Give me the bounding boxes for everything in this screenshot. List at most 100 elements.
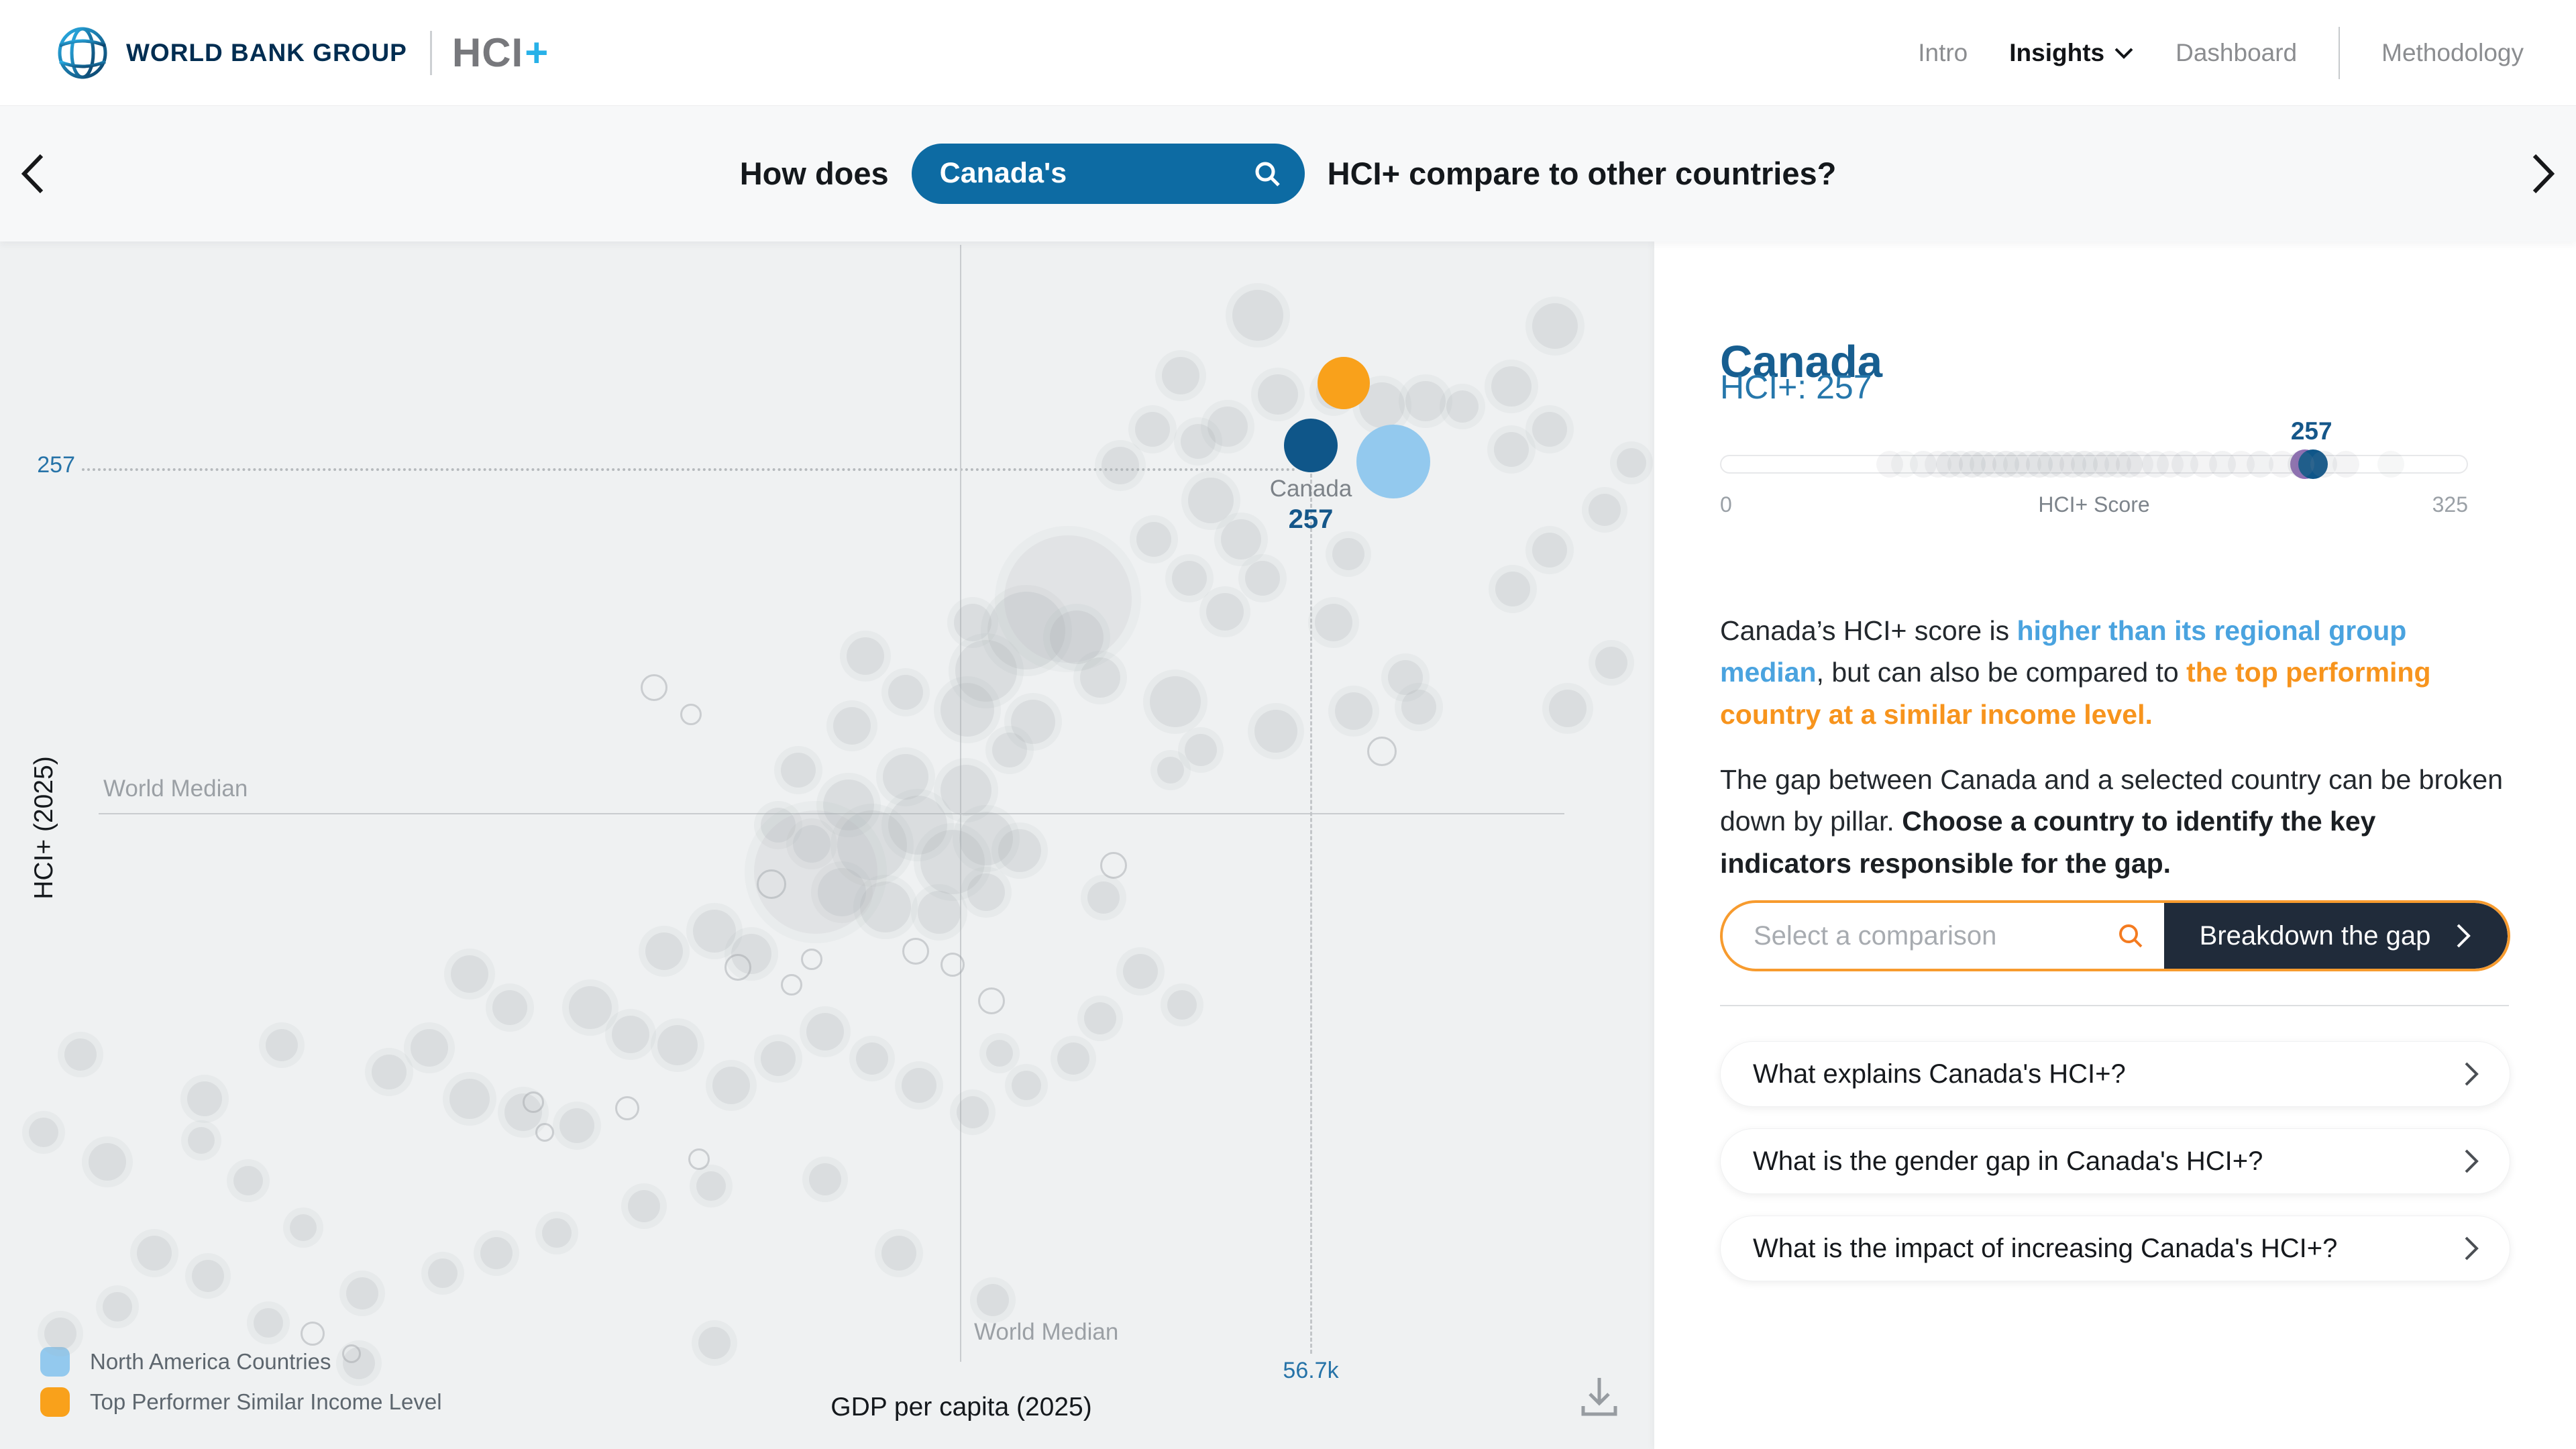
scatter-point[interactable] <box>1188 478 1234 523</box>
scatter-point[interactable] <box>1589 494 1621 526</box>
scatter-point[interactable] <box>1136 522 1171 557</box>
scatter-point[interactable] <box>187 1081 222 1116</box>
scatter-ring-point[interactable] <box>757 869 786 899</box>
scatter-point[interactable] <box>1388 660 1423 695</box>
scatter-point[interactable] <box>1057 1042 1089 1075</box>
scatter-point[interactable] <box>888 675 923 710</box>
scatter-point[interactable] <box>806 1013 844 1051</box>
scatter-point[interactable] <box>1102 447 1139 484</box>
scatter-point[interactable] <box>569 986 612 1029</box>
scatter-ring-point[interactable] <box>1367 737 1397 766</box>
comparison-search-input[interactable] <box>1752 920 2116 952</box>
scatter-point[interactable] <box>856 1042 888 1075</box>
question-card-impact[interactable]: What is the impact of increasing Canada'… <box>1720 1216 2510 1281</box>
scatter-point[interactable] <box>1135 412 1170 447</box>
scatter-point[interactable] <box>1494 432 1529 467</box>
scatter-ring-point[interactable] <box>680 704 702 725</box>
scatter-point[interactable] <box>1084 1002 1116 1034</box>
scatter-ring-point[interactable] <box>978 987 1005 1014</box>
scatter-ring-point[interactable] <box>801 949 822 970</box>
p1-regional-median-link[interactable]: higher than its regional group median <box>1720 615 2407 688</box>
scatter-point[interactable] <box>793 825 830 863</box>
scatter-point[interactable] <box>1208 407 1248 447</box>
scatter-point[interactable] <box>1123 954 1158 989</box>
scatter-point[interactable] <box>1206 593 1244 631</box>
scatter-point[interactable] <box>612 1016 649 1053</box>
scatter-point[interactable] <box>883 754 928 800</box>
scatter-point[interactable] <box>693 910 736 953</box>
search-icon-orange[interactable] <box>2116 921 2145 951</box>
scatter-point[interactable] <box>137 1236 172 1271</box>
country-selector-pill[interactable]: Canada's <box>911 143 1305 204</box>
scatter-point[interactable] <box>1254 710 1297 753</box>
scatter-ring-point[interactable] <box>781 974 802 996</box>
scatter-point[interactable] <box>1087 881 1120 914</box>
scatter-point[interactable] <box>977 1284 1009 1316</box>
scatter-point[interactable] <box>192 1260 224 1292</box>
scatter-point[interactable] <box>480 1237 513 1269</box>
scatter-point[interactable] <box>941 683 994 737</box>
scatter-point[interactable] <box>1050 610 1104 664</box>
scatter-point[interactable] <box>847 637 884 675</box>
scatter-point[interactable] <box>29 1118 58 1147</box>
nav-intro[interactable]: Intro <box>1918 38 1968 66</box>
scatter-point[interactable] <box>1332 538 1364 570</box>
scatter-point[interactable] <box>761 1041 796 1076</box>
p1-top-performer-link[interactable]: the top performing country at a similar … <box>1720 657 2431 730</box>
scatter-point[interactable] <box>696 1171 726 1201</box>
scatter-point[interactable] <box>628 1190 660 1222</box>
scatter-point[interactable] <box>1150 676 1201 727</box>
scatter-point[interactable] <box>954 604 991 641</box>
scatter-point[interactable] <box>1004 535 1132 663</box>
scatter-point[interactable] <box>1532 412 1567 447</box>
question-card-gender-gap[interactable]: What is the gender gap in Canada's HCI+? <box>1720 1128 2510 1194</box>
scatter-point[interactable] <box>941 765 991 816</box>
scatter-ring-point[interactable] <box>1100 852 1127 879</box>
scatter-point[interactable] <box>712 1067 750 1104</box>
scatter-point[interactable] <box>1011 700 1055 744</box>
scatter-point[interactable] <box>254 1308 283 1338</box>
breakdown-gap-button[interactable]: Breakdown the gap <box>2164 903 2508 969</box>
nav-methodology[interactable]: Methodology <box>2381 38 2524 66</box>
scatter-point[interactable] <box>1315 604 1352 641</box>
scatter-point[interactable] <box>809 1163 841 1195</box>
scatter-ring-point[interactable] <box>902 938 929 965</box>
scatter-point-top-performer-similar-income[interactable] <box>1318 357 1370 409</box>
scatter-point-canada[interactable] <box>1284 419 1338 472</box>
scatter-point[interactable] <box>1185 734 1217 766</box>
scatter-ring-point[interactable] <box>724 954 751 981</box>
scatter-point[interactable] <box>266 1029 298 1061</box>
scatter-point[interactable] <box>1617 448 1646 478</box>
scatter-ring-point[interactable] <box>688 1148 710 1170</box>
scatter-point[interactable] <box>1335 692 1373 730</box>
scatter-point[interactable] <box>44 1318 76 1350</box>
scatter-point[interactable] <box>818 868 866 916</box>
scatter-ring-point[interactable] <box>535 1123 554 1142</box>
scatter-point[interactable] <box>103 1292 132 1322</box>
scatter-point[interactable] <box>698 1327 731 1359</box>
scatter-point[interactable] <box>967 873 1005 911</box>
scatter-point[interactable] <box>542 1218 572 1248</box>
scatter-point[interactable] <box>955 640 1017 702</box>
scatter-point[interactable] <box>1157 757 1184 784</box>
scatter-point[interactable] <box>1495 572 1530 606</box>
scatter-point[interactable] <box>233 1166 263 1195</box>
scatter-point[interactable] <box>451 955 488 993</box>
scatter-point[interactable] <box>1258 374 1298 415</box>
scatter-point[interactable] <box>761 808 796 843</box>
scatter-ring-point[interactable] <box>342 1344 361 1363</box>
question-card-explains[interactable]: What explains Canada's HCI+? <box>1720 1041 2510 1107</box>
scatter-point[interactable] <box>492 990 527 1025</box>
scatter-point[interactable] <box>1595 647 1627 679</box>
scatter-point[interactable] <box>959 812 1013 865</box>
scatter-point[interactable] <box>957 1096 989 1128</box>
scatter-point[interactable] <box>1167 990 1197 1020</box>
scatter-ring-point[interactable] <box>523 1091 544 1113</box>
scatter-point[interactable] <box>1080 657 1120 698</box>
scatter-point[interactable] <box>64 1038 97 1071</box>
previous-question-button[interactable] <box>17 105 48 241</box>
next-question-button[interactable] <box>2528 105 2559 241</box>
scatter-point[interactable] <box>1172 561 1207 596</box>
scatter-point[interactable] <box>987 592 1065 669</box>
scatter-point[interactable] <box>290 1214 317 1241</box>
